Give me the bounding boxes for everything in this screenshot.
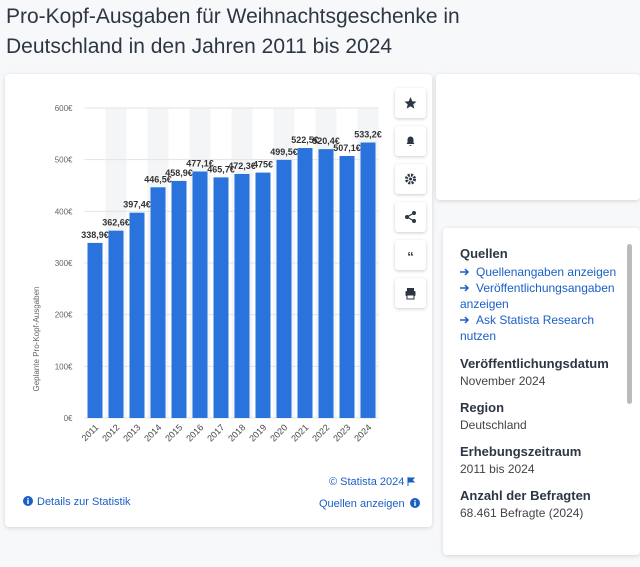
meta-value: 2011 bis 2024 [460, 462, 535, 476]
bar [276, 159, 292, 419]
ad-box [436, 74, 640, 200]
x-tick-label: 2014 [142, 422, 163, 443]
x-tick-label: 2015 [163, 422, 184, 443]
favorite-button[interactable] [395, 88, 426, 118]
bar [171, 180, 187, 418]
meta-label: Anzahl der Befragten [460, 488, 591, 503]
cite-button[interactable]: “ [395, 240, 426, 270]
x-tick-label: 2012 [100, 422, 121, 443]
y-tick-label: 100€ [55, 362, 73, 371]
sidebar: Quellen Quellenangaben anzeigen Veröffent… [443, 228, 640, 555]
bar [129, 212, 145, 418]
x-tick-label: 2024 [352, 422, 373, 443]
sources-link[interactable]: Quellen anzeigen [319, 498, 420, 510]
meta-label: Erhebungszeitraum [460, 444, 582, 459]
bar [213, 177, 229, 418]
meta-label: Veröffentlichungsdatum [460, 356, 609, 371]
value-label: 465,7€ [207, 164, 235, 174]
x-tick-label: 2021 [289, 422, 310, 443]
copyright-link[interactable]: © Statista 2024 [329, 476, 416, 488]
value-label: 533,2€ [354, 130, 382, 140]
meta-value: 68.461 Befragte (2024) [460, 506, 584, 520]
copyright: © Statista 2024 [329, 476, 405, 488]
bar [318, 149, 334, 419]
arrow-icon [460, 284, 470, 292]
x-tick-label: 2020 [268, 422, 289, 443]
chart-card: Geplante Pro-Kopf-Ausgaben 0€ 100€ 200€ 300… [5, 74, 432, 527]
bar [192, 171, 208, 418]
sources-title: Quellen [460, 246, 508, 261]
chart: Geplante Pro-Kopf-Ausgaben 0€ 100€ 200€ 300… [32, 104, 382, 444]
bar [339, 155, 355, 418]
x-tick-label: 2018 [226, 422, 247, 443]
bar [234, 173, 250, 418]
source-link-text: Quellenangaben anzeigen [476, 265, 617, 279]
svg-text:“: “ [407, 249, 414, 264]
print-button[interactable] [395, 278, 426, 308]
meta-label: Region [460, 400, 505, 415]
source-link[interactable]: Veröffentlichungsangaben anzeigen [460, 280, 630, 312]
value-label: 446,5€ [144, 174, 172, 184]
x-tick-label: 2019 [247, 422, 268, 443]
y-tick-label: 300€ [55, 259, 73, 268]
value-label: 499,5€ [270, 147, 298, 157]
value-label: 338,9€ [81, 230, 109, 240]
y-tick-label: 600€ [55, 104, 73, 113]
y-tick-label: 0€ [64, 414, 73, 423]
x-tick-label: 2023 [331, 422, 352, 443]
details-link[interactable]: Details zur Statistik [23, 496, 131, 508]
value-label: 397,4€ [123, 200, 151, 210]
x-tick-label: 2013 [121, 422, 142, 443]
value-label: 362,6€ [102, 218, 130, 228]
page-title: Pro-Kopf-Ausgaben für Weihnachtsgeschenk… [6, 5, 460, 58]
y-tick-label: 500€ [55, 156, 73, 165]
bar [255, 172, 271, 418]
y-axis-label: Geplante Pro-Kopf-Ausgaben [32, 287, 41, 392]
x-tick-label: 2011 [80, 422, 101, 443]
bar [297, 148, 313, 418]
alert-button[interactable] [395, 126, 426, 156]
details-text: Details zur Statistik [37, 496, 131, 508]
value-label: 477,1€ [186, 158, 214, 168]
x-tick-label: 2016 [184, 422, 205, 443]
value-label: 520,4€ [312, 136, 340, 146]
value-label: 472,3€ [228, 161, 256, 171]
bar [108, 230, 124, 418]
share-button[interactable] [395, 202, 426, 232]
bar [87, 242, 103, 418]
value-label: 507,1€ [333, 143, 361, 153]
sources-text: Quellen anzeigen [319, 498, 405, 510]
source-link[interactable]: Ask Statista Research nutzen [460, 312, 630, 344]
value-label: 458,9€ [165, 168, 193, 178]
bar [360, 142, 376, 418]
x-tick-label: 2022 [310, 422, 331, 443]
bar [150, 187, 166, 418]
y-tick-label: 200€ [55, 311, 73, 320]
y-tick-label: 400€ [55, 207, 73, 216]
source-link[interactable]: Quellenangaben anzeigen [460, 264, 630, 280]
arrow-icon [460, 316, 470, 324]
scrollbar[interactable] [627, 244, 632, 404]
arrow-icon [460, 268, 470, 276]
x-tick-label: 2017 [205, 422, 226, 443]
source-link-text: Ask Statista Research nutzen [460, 313, 595, 343]
value-label: 475€ [253, 160, 273, 170]
source-link-text: Veröffentlichungsangaben anzeigen [460, 281, 615, 311]
value-label: 522,5€ [291, 135, 319, 145]
settings-button[interactable] [395, 164, 426, 194]
meta-value: Deutschland [460, 418, 527, 432]
meta-value: November 2024 [460, 374, 546, 388]
